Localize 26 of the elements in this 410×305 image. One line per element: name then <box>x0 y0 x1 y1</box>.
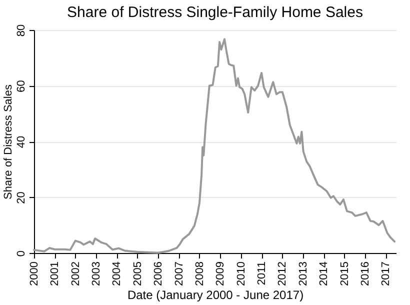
x-tick-label: 2000 <box>28 262 40 286</box>
x-tick-label: 2013 <box>297 262 310 286</box>
y-axis-title: Share of Distress Sales <box>2 84 14 200</box>
x-tick-label: 2010 <box>235 262 248 286</box>
x-tick-label: 2004 <box>111 262 124 286</box>
y-tick-label: 60 <box>16 80 28 92</box>
y-tick-label: 0 <box>16 250 28 257</box>
x-tick-label: 2006 <box>152 262 165 286</box>
x-tick-label: 2017 <box>380 262 392 286</box>
y-tick-label: 80 <box>16 24 28 37</box>
x-tick-label: 2014 <box>318 262 330 286</box>
x-tick-label: 2007 <box>173 262 186 286</box>
x-tick-label: 2009 <box>214 262 227 286</box>
x-tick-label: 2008 <box>194 262 206 286</box>
x-tick-label: 2012 <box>276 262 289 286</box>
chart-title: Share of Distress Single-Family Home Sales <box>67 4 363 21</box>
y-tick-label: 20 <box>16 192 28 204</box>
x-tick-label: 2011 <box>256 262 268 286</box>
x-axis-title: Date (January 2000 - June 2017) <box>127 288 304 302</box>
y-tick-label: 40 <box>16 136 28 148</box>
x-tick-label: 2003 <box>90 262 103 286</box>
x-tick-label: 2015 <box>338 262 351 286</box>
x-tick-label: 2005 <box>132 262 144 286</box>
x-tick-label: 2002 <box>70 262 82 286</box>
x-tick-label: 2016 <box>359 262 372 286</box>
x-tick-label: 2001 <box>49 262 62 286</box>
